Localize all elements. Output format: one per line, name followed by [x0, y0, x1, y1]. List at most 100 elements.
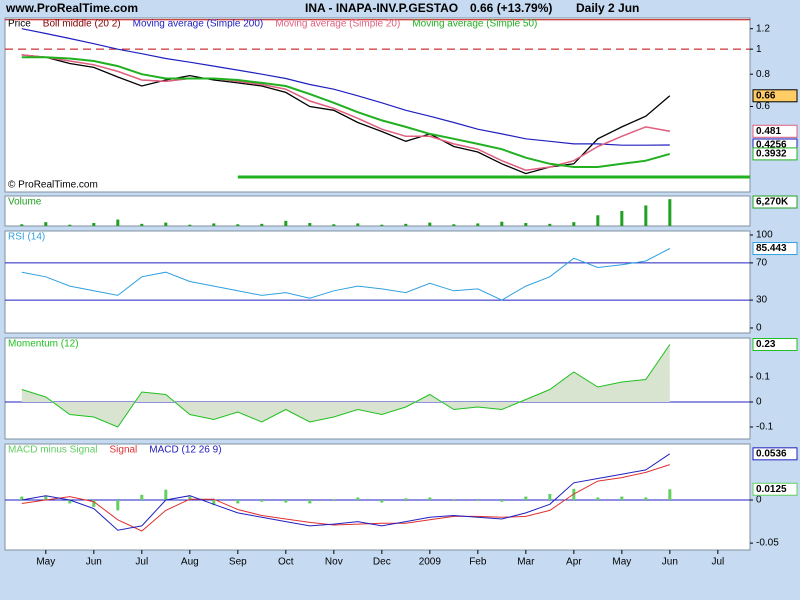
- histogram-bar: [476, 500, 480, 501]
- volume-bar: [308, 223, 312, 226]
- histogram-bar: [140, 494, 144, 501]
- histogram-bar: [116, 500, 120, 511]
- histogram-bar: [404, 498, 408, 501]
- x-tick-label: May: [36, 557, 55, 568]
- volume-bar: [428, 222, 432, 226]
- volume-bar: [644, 205, 648, 226]
- histogram-bar: [596, 497, 600, 501]
- series-line: [21, 54, 670, 171]
- volume-bar: [356, 223, 360, 226]
- histogram-bar: [20, 496, 24, 501]
- volume-bar: [668, 199, 672, 226]
- panel: [4, 17, 751, 193]
- last-value-label: 0.0125: [756, 484, 787, 495]
- volume-bar: [188, 224, 192, 226]
- x-tick-label: Sep: [229, 557, 247, 568]
- histogram-bar: [524, 496, 528, 501]
- volume-bar: [548, 223, 552, 226]
- legend-entry: Moving average (Simple 50): [412, 19, 537, 30]
- legend-entry: Signal: [109, 445, 137, 456]
- legend-entry: MACD minus Signal: [8, 445, 97, 456]
- histogram-bar: [260, 500, 264, 502]
- volume-bar: [284, 220, 288, 226]
- x-tick-label: Jul: [135, 557, 148, 568]
- x-tick-label: Mar: [517, 557, 535, 568]
- histogram-bar: [92, 500, 96, 507]
- x-tick-label: Jun: [662, 557, 678, 568]
- last-value-box: [752, 195, 798, 209]
- last-value-box: [752, 447, 798, 461]
- histogram-bar: [548, 493, 552, 501]
- histogram-bar: [236, 500, 240, 504]
- y-tick-label: 0: [756, 397, 762, 408]
- volume-bar: [500, 221, 504, 226]
- volume-bar: [620, 211, 624, 226]
- series-line: [21, 56, 671, 168]
- y-tick-label: -0.1: [756, 422, 774, 433]
- histogram-bar: [668, 489, 672, 501]
- x-tick-label: May: [612, 557, 631, 568]
- histogram-bar: [380, 500, 384, 503]
- last-value-box: [752, 242, 798, 256]
- histogram-bar: [620, 496, 624, 501]
- x-tick-label: Aug: [181, 557, 199, 568]
- x-tick-label: Feb: [469, 557, 487, 568]
- volume-bar: [260, 223, 264, 226]
- site-name: www.ProRealTime.com: [5, 1, 138, 15]
- legend-entry: Moving average (Simple 200): [133, 19, 264, 30]
- last-value-box: [752, 338, 798, 351]
- x-tick-label: 2009: [419, 557, 442, 568]
- histogram-bar: [68, 500, 72, 504]
- area: [21, 344, 670, 427]
- volume-bar: [164, 222, 168, 226]
- last-value-label: 6,270K: [756, 197, 789, 208]
- x-tick-label: Apr: [566, 557, 582, 568]
- volume-bar: [404, 223, 408, 226]
- volume-bar: [596, 215, 600, 226]
- volume-bar: [212, 223, 216, 226]
- legend-entry: Price: [8, 19, 31, 30]
- y-tick-label: 0: [756, 495, 762, 506]
- volume-bar: [572, 222, 576, 226]
- series-line: [21, 453, 671, 531]
- histogram-bar: [44, 495, 48, 501]
- volume-bar: [476, 223, 480, 226]
- histogram-bar: [212, 500, 216, 506]
- histogram-bar: [284, 500, 288, 503]
- chart-title: INA - INAPA-INV.P.GESTAO: [305, 1, 458, 15]
- x-tick-label: Dec: [373, 557, 391, 568]
- legend-entry: MACD (12 26 9): [149, 445, 221, 456]
- y-tick-label: 0.1: [756, 372, 770, 383]
- y-tick-label: -0.05: [756, 538, 779, 549]
- volume-bar: [380, 224, 384, 226]
- volume-bar: [68, 224, 72, 226]
- y-tick-label: 30: [756, 295, 768, 306]
- legend-entry: RSI (14): [8, 232, 45, 243]
- volume-bar: [452, 224, 456, 226]
- legend-entry: Moving average (Simple 20): [275, 19, 400, 30]
- histogram-bar: [308, 500, 312, 504]
- last-change: 0.66 (+13.79%): [470, 1, 552, 15]
- histogram-bar: [644, 497, 648, 501]
- x-tick-label: Nov: [325, 557, 343, 568]
- x-tick-label: Oct: [278, 557, 294, 568]
- volume-bar: [20, 224, 24, 226]
- histogram-bar: [452, 499, 456, 501]
- last-value-label: 0.0536: [756, 448, 787, 459]
- y-tick-label: 0.6: [756, 101, 770, 112]
- last-value-label: 0.23: [756, 339, 776, 350]
- y-tick-label: 70: [756, 258, 768, 269]
- volume-bar: [92, 223, 96, 226]
- last-value-label: 0.3932: [756, 149, 787, 160]
- legend-entry: Boll middle (20 2): [43, 19, 121, 30]
- x-tick-label: Jun: [86, 557, 102, 568]
- panel: [4, 443, 751, 551]
- last-value-label: 0.481: [756, 126, 781, 137]
- x-tick-label: Jul: [711, 557, 724, 568]
- copyright: © ProRealTime.com: [8, 180, 98, 191]
- last-value-label: 85.443: [756, 243, 787, 254]
- volume-bar: [332, 224, 336, 226]
- y-tick-label: 100: [756, 230, 773, 241]
